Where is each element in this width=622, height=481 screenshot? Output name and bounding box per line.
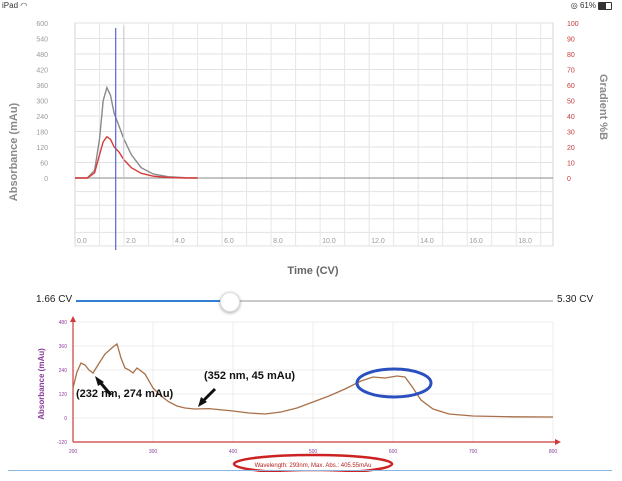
x-tick-label: 16.0 [469,238,483,245]
x-tick-label: 4.0 [175,238,185,245]
right-tick-label: 100 [567,21,579,28]
status-bar: iPad ◠ ◎ 61% [0,0,622,12]
x-tick-label: 8.0 [273,238,283,245]
spectrum-x-tick-label: 300 [149,449,158,455]
annotation-352nm: (352 nm, 45 mAu) [198,370,295,407]
cv-range-slider[interactable]: 1.66 CV 5.30 CV [0,288,622,314]
chromatogram-traces [75,26,198,179]
spectrum-x-tick-label: 600 [389,449,398,455]
wavelength-readout: Wavelength: 293nm, Max. Abs.: 405.55mAu [255,463,372,469]
spectrum-x-tick-label: 700 [469,449,478,455]
spectrum-y-tick-label: 360 [59,344,68,350]
x-tick-label: 18.0 [518,238,532,245]
x-tick-label: 0.0 [77,238,87,245]
x-tick-label: 10.0 [322,238,336,245]
x-tick-label: 6.0 [224,238,234,245]
left-tick-label: 360 [36,83,48,90]
spectrum-axes [70,316,561,445]
x-axis-label: Time (CV) [287,265,338,277]
y-axis-arrow [70,316,76,322]
peak-highlight-ellipse [355,367,433,399]
spectrum-series-line [72,342,554,418]
bottom-divider [8,470,612,471]
spectrum-y-tick-label: 480 [59,320,68,326]
x-tick-label: 14.0 [420,238,434,245]
spectrum-y-axis-label: Absorbance (mAu) [37,348,46,420]
right-tick-label: 40 [567,114,575,121]
left-tick-label: 300 [36,99,48,106]
left-tick-label: 60 [40,161,48,168]
device-name: iPad ◠ [2,1,28,10]
right-tick-label: 0 [567,176,571,183]
left-axis-label: Absorbance (mAu) [8,102,20,201]
x-tick-label: 2.0 [126,238,136,245]
spectrum-x-ticks: 200 300 400 500 600 700 800 [69,449,558,455]
location-icon: ◎ [570,1,578,10]
right-tick-label: 50 [567,99,575,106]
left-tick-label: 600 [36,21,48,28]
right-tick-label: 90 [567,37,575,44]
spectrum-x-tick-label: 500 [309,449,318,455]
spectrum-x-tick-label: 800 [549,449,558,455]
left-tick-label: 240 [36,114,48,121]
right-tick-label: 20 [567,145,575,152]
right-tick-label: 10 [567,161,575,168]
chromatogram-series-line [75,85,198,179]
spectrum-grid [73,321,554,442]
right-tick-label: 30 [567,130,575,137]
annotation-232nm: (232 nm, 274 mAu) [76,376,174,400]
annotation-arrowhead-2 [198,397,207,407]
left-tick-label: 540 [36,37,48,44]
slider-min-value: 1.66 CV [36,294,73,305]
chart-grid [74,22,554,247]
slider-max-value: 5.30 CV [557,294,594,305]
spectrum-x-tick-label: 200 [69,449,78,455]
x-tick-label: 12.0 [371,238,385,245]
chromatogram-series-line [75,135,198,179]
annotation-label-2: (352 nm, 45 mAu) [204,370,295,382]
footer-highlight-ellipse [232,453,394,472]
left-tick-label: 180 [36,130,48,137]
left-tick-label: 420 [36,68,48,75]
right-tick-label: 60 [567,83,575,90]
battery-status: ◎ 61% [571,1,612,10]
spectrum-y-ticks: 480 360 240 120 0 -120 [57,320,67,446]
spectrum-trace [72,342,554,418]
slider-fill [76,300,229,302]
chart-frame [74,22,554,247]
left-tick-label: 0 [44,176,48,183]
left-tick-label: 480 [36,52,48,59]
spectrum-x-tick-label: 400 [229,449,238,455]
annotation-arrowhead-1 [95,376,104,386]
spectrum-y-tick-label: -120 [57,440,67,446]
x-axis-ticks: 0.0 2.0 4.0 6.0 8.0 10.0 12.0 14.0 16.0 18.0 [77,238,532,245]
annotation-label-1: (232 nm, 274 mAu) [76,388,174,400]
battery-icon [598,1,612,10]
wifi-icon: ◠ [20,1,28,10]
slider-track[interactable] [76,300,553,302]
spectrum-y-tick-label: 120 [59,392,68,398]
left-tick-label: 120 [36,145,48,152]
spectrum-y-tick-label: 240 [59,368,68,374]
x-axis-arrow [555,439,561,445]
spectrum-y-tick-label: 0 [64,416,67,422]
slider-thumb[interactable] [219,292,240,312]
right-axis-label: Gradient %B [597,74,609,140]
right-tick-label: 70 [567,68,575,75]
right-tick-label: 80 [567,52,575,59]
